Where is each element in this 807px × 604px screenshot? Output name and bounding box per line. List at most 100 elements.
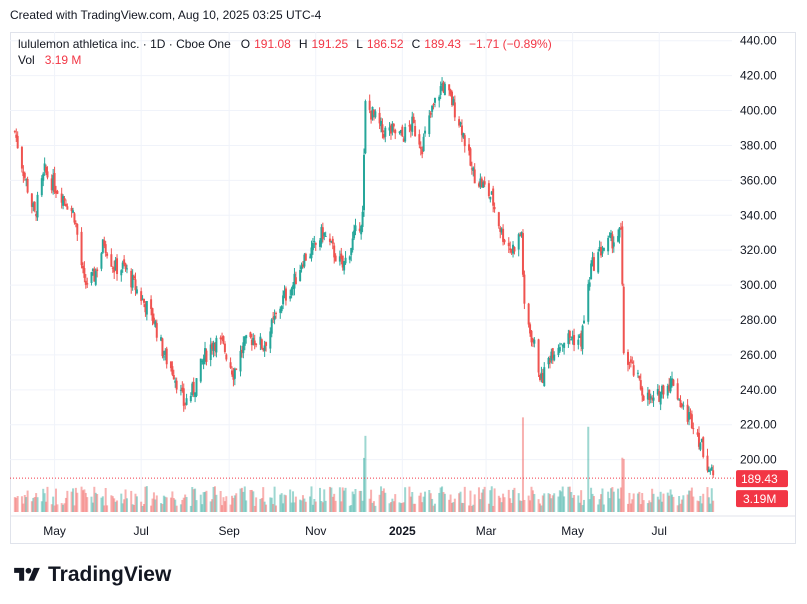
candle-body: [451, 91, 453, 105]
volume-bar: [160, 503, 163, 512]
volume-bar: [370, 489, 373, 512]
volume-bar: [282, 503, 285, 512]
volume-bar: [233, 495, 236, 512]
candle-body: [391, 123, 394, 132]
candle-body: [181, 387, 184, 392]
candle-body: [320, 227, 323, 244]
candle-body: [189, 395, 192, 402]
volume-bar: [103, 505, 106, 512]
candle-body: [507, 242, 510, 247]
candle-body: [399, 129, 402, 134]
volume-bar: [323, 489, 326, 512]
volume-bar: [154, 499, 157, 512]
change-value: −1.71 (−0.89%): [468, 37, 552, 51]
y-tick-label: 200.00: [740, 453, 777, 467]
candle-body: [240, 349, 243, 353]
volume-bar: [120, 493, 123, 512]
candle-body: [470, 168, 473, 170]
volume-bar: [162, 495, 165, 512]
candle-body: [250, 339, 253, 346]
candle-body: [443, 83, 446, 95]
candle-body: [201, 360, 204, 362]
volume-bar: [245, 500, 248, 512]
price-axis[interactable]: 200.00 220.00 240.00 260.00 280.00 300.00 320.…: [740, 34, 777, 467]
volume-bar: [172, 498, 175, 512]
candle-body: [63, 198, 66, 201]
volume-label: Vol: [18, 53, 35, 67]
x-tick-label: Sep: [218, 524, 240, 538]
volume-bar: [113, 498, 116, 512]
candle-body: [212, 342, 215, 351]
candle-body: [165, 348, 168, 365]
candle-body: [709, 469, 712, 471]
volume-bar: [669, 489, 672, 512]
candle-body: [411, 116, 414, 132]
volume-bar: [130, 490, 133, 512]
volume-bar: [125, 498, 128, 512]
volume-bar: [398, 502, 401, 512]
volume-bar: [688, 490, 691, 512]
candle-body: [409, 125, 412, 131]
volume-bar: [301, 495, 304, 512]
volume-bar: [270, 497, 273, 512]
candlestick-chart[interactable]: 200.00 220.00 240.00 260.00 280.00 300.00 320.…: [10, 32, 796, 544]
volume-bar: [84, 492, 87, 512]
volume-bar: [679, 503, 682, 512]
close-value: 189.43: [424, 37, 461, 51]
volume-bar: [313, 499, 316, 512]
candle-body: [225, 354, 228, 360]
x-tick-label: May: [43, 524, 66, 538]
volume-bar: [422, 496, 425, 512]
candle-body: [219, 337, 222, 340]
candle-body: [404, 127, 407, 142]
candle-body: [340, 253, 343, 260]
candle-body: [331, 238, 334, 244]
volume-bar: [519, 500, 522, 512]
candle-body: [309, 256, 312, 258]
time-axis[interactable]: May Jul Sep Nov 2025 Mar May Jul: [10, 515, 796, 538]
candle-body: [448, 84, 451, 91]
volume-bar: [94, 492, 97, 512]
y-tick-label: 260.00: [740, 348, 777, 362]
volume-bar: [401, 502, 404, 512]
candle-body: [242, 342, 245, 354]
candle-body: [351, 238, 354, 251]
candle-body: [621, 226, 624, 285]
candle-body: [384, 127, 387, 137]
candle-body: [642, 395, 645, 401]
volume-bar: [588, 499, 591, 512]
candle-body: [412, 116, 415, 123]
candle-body: [360, 225, 363, 235]
volume-bar: [111, 496, 114, 512]
volume-bar: [689, 490, 692, 512]
candle-body: [232, 373, 235, 380]
volume-bar: [632, 493, 635, 512]
volume-bar: [453, 498, 456, 512]
candle-body: [449, 89, 452, 95]
candle-body: [222, 336, 225, 342]
candle-body: [116, 258, 119, 275]
volume-bar: [512, 489, 515, 512]
candle-body: [199, 358, 202, 382]
candle-body: [706, 455, 709, 471]
symbol-title[interactable]: lululemon athletica inc. · 1D · Cboe One: [18, 37, 231, 51]
candle-body: [492, 188, 495, 206]
volume-bar: [219, 490, 222, 512]
candle-body: [239, 350, 242, 372]
volume-bar: [537, 499, 540, 512]
tradingview-logo[interactable]: TradingView: [12, 563, 171, 587]
volume-bar: [473, 494, 476, 512]
candle-body: [398, 131, 401, 133]
volume-bar: [641, 493, 644, 512]
volume-bar: [314, 501, 317, 512]
candle-body: [311, 242, 314, 251]
volume-bar: [700, 503, 703, 512]
volume-bar: [487, 503, 490, 512]
volume-bar: [55, 488, 57, 512]
volume-bar: [239, 488, 242, 512]
volume-bar: [90, 496, 93, 512]
volume-bar: [649, 502, 652, 512]
volume-bar: [155, 495, 158, 512]
candle-body: [62, 196, 65, 206]
candle-body: [45, 166, 48, 173]
